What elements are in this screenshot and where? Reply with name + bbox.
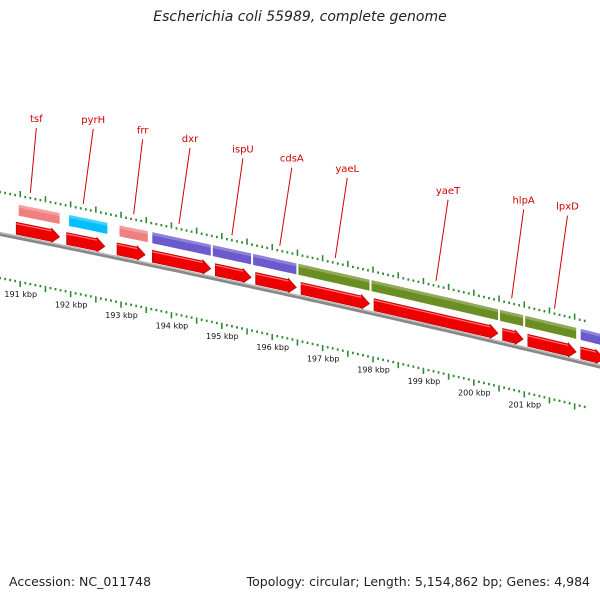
leader-line (82, 128, 94, 204)
cds-arrow-highlight (373, 299, 491, 328)
scale-label: 194 kbp (156, 321, 189, 330)
scale-label: 199 kbp (408, 377, 441, 386)
leader-line (511, 209, 525, 299)
gene-bar-highlight (298, 263, 370, 283)
accession-label: Accession: NC_011748 (9, 574, 152, 589)
cds-arrow-highlight (255, 273, 289, 282)
cds-arrow-highlight (215, 264, 244, 272)
scale-label: 192 kbp (55, 300, 88, 309)
gene-label-layer: tsf pyrH frr dxr ispU cdsA yaeL yaeT hlpA lpxD (30, 114, 579, 213)
leader-line (279, 167, 293, 246)
genome-summary: Topology: circular; Length: 5,154,862 bp… (246, 574, 590, 589)
gene-bar (500, 309, 524, 327)
gene-label: yaeL (335, 164, 359, 175)
cds-arrow (255, 272, 297, 294)
cds-arrow (66, 232, 106, 253)
scale-label: 201 kbp (508, 401, 541, 410)
backbone (0, 231, 600, 369)
gene-bar (18, 204, 60, 224)
gene-bar (152, 232, 211, 256)
gene-label: frr (137, 125, 149, 136)
outer-tick-track (0, 190, 586, 323)
leader-line (29, 128, 37, 194)
gene-bar (580, 328, 600, 345)
cds-arrow-highlight (527, 335, 569, 347)
gene-bar-highlight (69, 215, 108, 226)
gene-bar-highlight (253, 253, 297, 267)
gene-label: lpxD (556, 202, 579, 213)
gene-bar (525, 315, 577, 339)
gene-label: pyrH (81, 115, 105, 126)
scale-label: 198 kbp (357, 366, 390, 375)
gene-bar-highlight (18, 204, 60, 216)
gene-bar (371, 280, 498, 321)
map-title: Escherichia coli 55989, complete genome (153, 9, 447, 25)
cds-arrow (215, 263, 252, 284)
leader-line (553, 215, 568, 309)
cds-arrow-highlight (116, 243, 138, 250)
gene-bar (69, 215, 108, 234)
gene-label: cdsA (280, 154, 304, 165)
leader-line (133, 139, 144, 215)
gene-label: yaeT (436, 186, 461, 197)
gene-label: tsf (30, 114, 43, 125)
gene-bar (212, 245, 252, 265)
scale-label: 195 kbp (206, 332, 239, 341)
gene-bar-highlight (580, 328, 600, 337)
leader-line (435, 199, 449, 281)
gene-bar-highlight (212, 245, 252, 257)
cds-arrow (15, 221, 61, 244)
gene-label: ispU (232, 144, 254, 155)
cds-arrow (502, 328, 524, 346)
gene-bar-highlight (119, 225, 148, 235)
cds-arrow (373, 298, 499, 340)
gene-bar-highlight (371, 280, 498, 313)
cds-arrow-highlight (580, 347, 597, 353)
cds-arrow (116, 242, 146, 261)
gene-bar-highlight (525, 315, 577, 331)
gene-label-leaders (29, 128, 568, 309)
gene-bar (253, 253, 297, 275)
cds-feature-track (15, 221, 600, 365)
gene-bar (298, 263, 370, 291)
cds-arrow-highlight (66, 233, 98, 241)
gene-label: dxr (182, 134, 199, 145)
scale-label: 193 kbp (105, 311, 138, 320)
scale-label: 196 kbp (256, 343, 289, 352)
backbone-line (0, 231, 600, 369)
scale-label: 197 kbp (307, 354, 340, 363)
gene-label: hlpA (512, 195, 534, 206)
leader-line (178, 147, 191, 224)
inner-tick-track (0, 276, 586, 410)
leader-line (231, 158, 244, 236)
gene-bar-highlight (500, 309, 524, 319)
scale-labels: 191 kbp 192 kbp 193 kbp 194 kbp 195 kbp 196 k… (4, 290, 541, 409)
cds-arrow-highlight (502, 329, 516, 334)
cds-arrow-highlight (16, 223, 52, 232)
scale-label: 200 kbp (458, 389, 491, 398)
scale-label: 191 kbp (4, 290, 37, 299)
cds-arrow (527, 333, 577, 358)
leader-line (334, 177, 348, 259)
gene-bar (119, 225, 148, 243)
cds-arrow-highlight (300, 283, 362, 298)
cds-arrow (152, 249, 212, 275)
cds-arrow (300, 282, 370, 310)
gene-bar-highlight (152, 232, 211, 248)
gene-feature-track (18, 204, 600, 345)
cds-arrow-highlight (152, 251, 203, 264)
backbone-highlight (0, 232, 600, 366)
